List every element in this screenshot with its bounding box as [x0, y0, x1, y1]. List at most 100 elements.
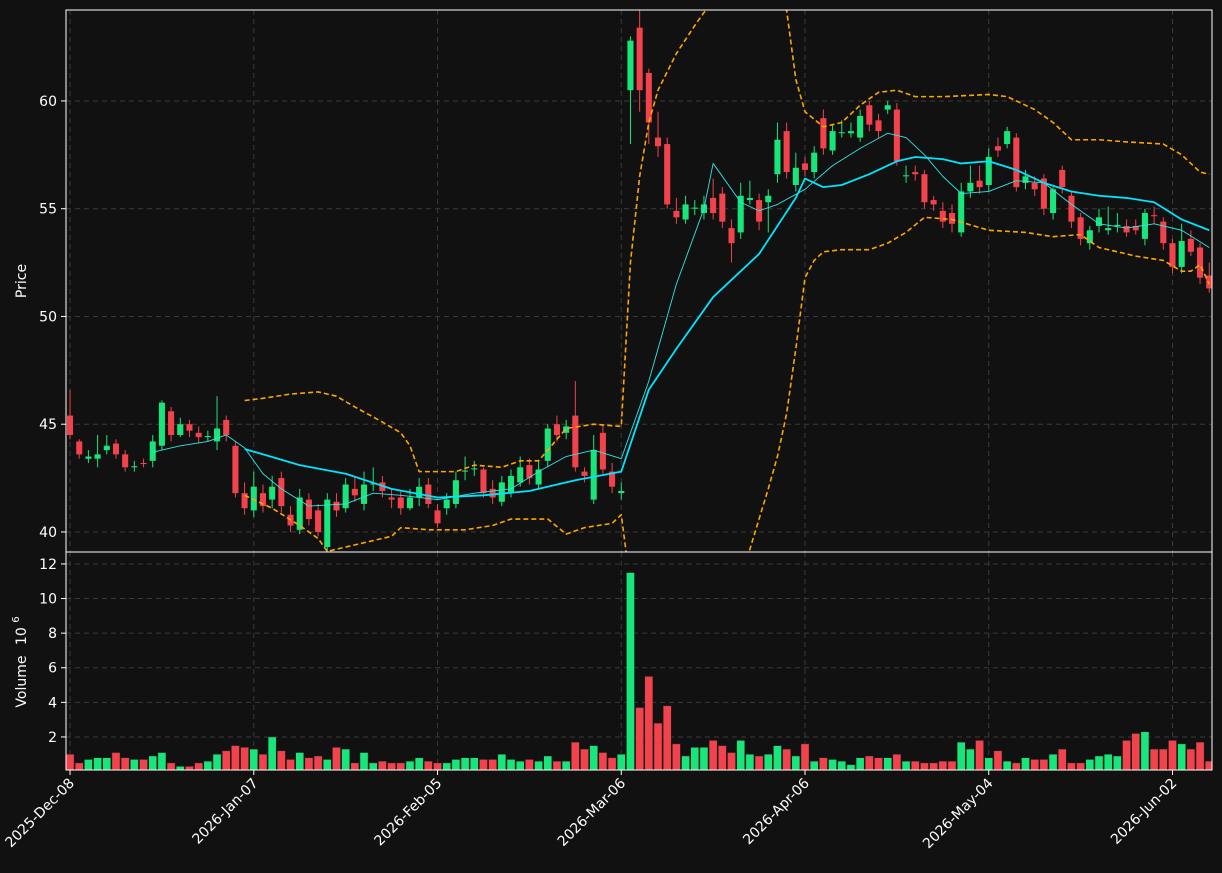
volume-bar — [295, 752, 305, 770]
volume-bar — [644, 676, 654, 770]
volume-bar — [773, 745, 782, 770]
candle-body — [94, 454, 101, 459]
candle-body — [67, 415, 74, 435]
volume-bar — [993, 750, 1003, 770]
candle-body — [939, 210, 946, 222]
candle-body — [370, 483, 377, 485]
volume-bar — [148, 755, 158, 770]
volume-bar — [616, 754, 626, 770]
volume-bar — [479, 759, 488, 770]
candle-body — [1095, 217, 1103, 226]
candle-body — [1141, 213, 1148, 239]
candle-body — [599, 432, 606, 470]
candle-body — [783, 131, 790, 173]
candle-body — [774, 139, 781, 175]
volume-bar — [525, 759, 534, 770]
candle-body — [406, 497, 413, 509]
candle-body — [590, 450, 597, 500]
y-tick-label: 10 — [39, 592, 57, 608]
candle-body — [269, 486, 276, 500]
y-tick-label: 12 — [39, 557, 57, 573]
candle-body — [746, 197, 753, 201]
candle-body — [351, 488, 358, 496]
indicator-lines — [152, 10, 1210, 552]
y-tick-label: 6 — [48, 661, 57, 677]
candle-body — [388, 497, 395, 500]
candle-body — [333, 501, 340, 511]
volume-bar — [782, 748, 791, 770]
candle-body — [480, 469, 487, 494]
candle-body — [1197, 247, 1204, 278]
candle-body — [1086, 230, 1093, 244]
volume-bar — [956, 741, 966, 770]
volume-bar — [1067, 762, 1076, 770]
volume-bar — [1021, 757, 1030, 770]
volume-bar — [175, 766, 185, 770]
volume-bar — [754, 755, 764, 770]
volume-bar — [828, 759, 837, 770]
volume-bar — [102, 757, 112, 770]
candle-body — [636, 27, 643, 91]
candle-body — [654, 137, 662, 147]
volume-bar — [672, 743, 681, 770]
candle-body — [443, 499, 450, 509]
candle-body — [673, 210, 680, 218]
volume-bar — [837, 760, 847, 770]
volume-bar — [883, 757, 892, 770]
volume-bar — [139, 759, 148, 770]
candle-body — [1077, 217, 1084, 239]
volume-bar — [286, 759, 295, 770]
candle-body — [1105, 228, 1112, 231]
candle-body — [425, 484, 432, 504]
candle-body — [1206, 275, 1212, 289]
candle-body — [471, 468, 478, 470]
candle-body — [581, 471, 588, 476]
volume-bar — [534, 760, 543, 770]
candle-body — [462, 470, 469, 472]
candle-body — [645, 72, 652, 123]
y-tick-label: 60 — [39, 94, 57, 110]
candle-body — [112, 443, 120, 455]
candle-body — [985, 156, 992, 185]
candle-body — [1068, 195, 1075, 222]
volume-frame — [65, 551, 1213, 771]
volume-bar — [681, 755, 690, 770]
candle-body — [85, 456, 92, 459]
volume-bar — [580, 748, 589, 770]
candle-body — [884, 105, 891, 110]
volume-bar — [74, 762, 84, 770]
volume-bar — [800, 743, 810, 770]
volume-bar — [938, 760, 948, 770]
candle-body — [103, 445, 110, 451]
candle-body — [204, 436, 211, 438]
volume-scale-base: 10 — [14, 627, 30, 645]
volume-bar — [1195, 741, 1205, 770]
volume-bar — [277, 750, 286, 770]
candle-body — [1059, 169, 1066, 188]
volume-bar — [543, 755, 553, 770]
volume-bar — [111, 752, 121, 770]
volume-bar — [745, 754, 755, 770]
volume-bar — [846, 764, 856, 770]
candle-body — [223, 419, 230, 435]
volume-bar — [1131, 733, 1141, 770]
candle-body — [122, 454, 129, 468]
volume-bar — [469, 757, 479, 770]
candle-body — [250, 486, 257, 511]
candle-body — [232, 445, 239, 494]
volume-bar — [662, 705, 672, 770]
candle-body — [553, 424, 560, 435]
volume-bar — [653, 722, 663, 770]
candle-body — [214, 428, 221, 442]
candle-body — [1187, 238, 1194, 252]
volume-bar — [1076, 762, 1085, 770]
volume-bar — [460, 757, 470, 770]
volume-bar — [359, 752, 369, 770]
volume-bar — [396, 762, 406, 770]
volume-bar — [231, 745, 240, 770]
volume-bar — [93, 757, 102, 770]
volume-bar — [708, 740, 718, 770]
volume-bar — [1048, 754, 1058, 770]
candle-body — [811, 152, 818, 173]
